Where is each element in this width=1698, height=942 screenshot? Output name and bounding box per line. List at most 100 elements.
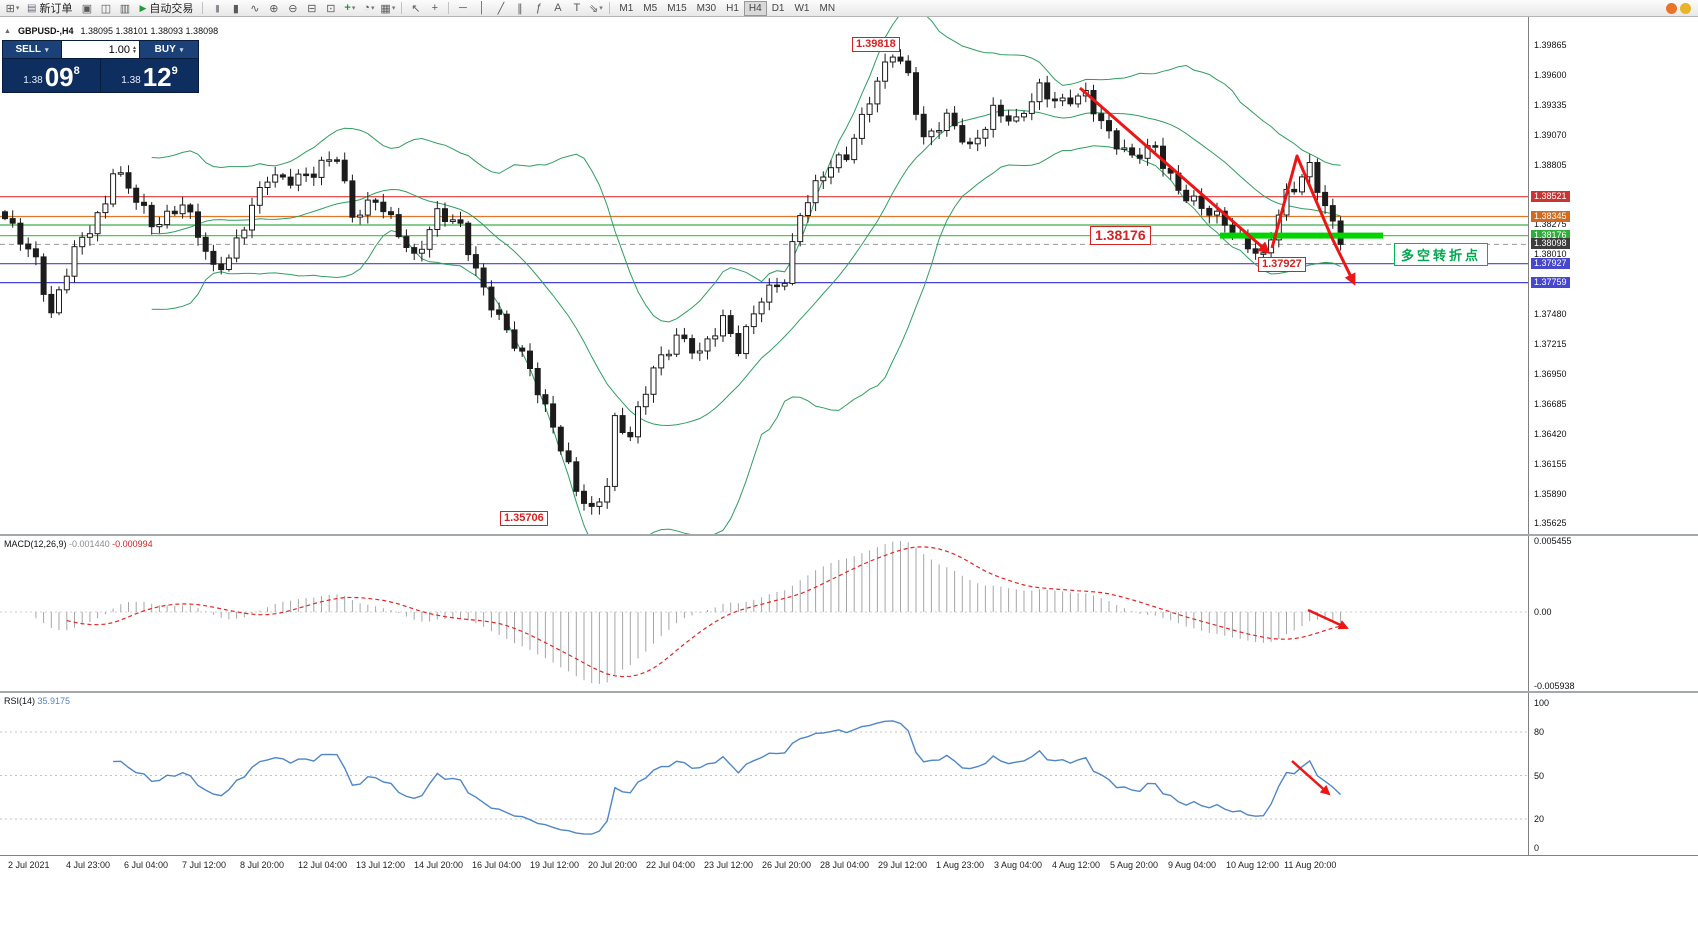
auto-trading-button[interactable]: ▶ 自动交易: [134, 1, 198, 16]
arrows-tool-icon[interactable]: ⇘ ▾: [589, 2, 603, 15]
new-order-button[interactable]: ▤ 新订单: [22, 1, 77, 16]
buy-price-prefix: 1.38: [121, 75, 141, 86]
buy-price-big: 12: [142, 62, 172, 92]
cascade-windows-icon[interactable]: ⊡: [326, 2, 336, 15]
macd-plot[interactable]: [0, 536, 1528, 691]
channel-icon[interactable]: ∥: [517, 2, 523, 15]
annotation-bottom-price: 1.35706: [500, 511, 548, 526]
templates-icon[interactable]: ▦ ▾: [380, 2, 396, 15]
buy-button[interactable]: BUY ▾: [140, 41, 198, 58]
time-label: 22 Jul 04:00: [646, 860, 696, 870]
sell-label: SELL: [15, 44, 42, 55]
timeframe-button-m30[interactable]: M30: [696, 2, 717, 14]
spinner-up-icon[interactable]: ▲: [132, 44, 137, 51]
time-label: 11 Aug 20:00: [1284, 860, 1337, 870]
text-icon[interactable]: A: [554, 2, 562, 14]
data-window-icon[interactable]: ▥: [119, 2, 131, 15]
sell-price[interactable]: 1.38 09 8: [3, 59, 100, 92]
time-label: 10 Aug 12:00: [1226, 860, 1280, 870]
line-chart-icon[interactable]: ∿: [250, 2, 260, 15]
panel-splitter-2[interactable]: [0, 691, 1698, 693]
rsi-axis-label: 20: [1534, 814, 1545, 824]
price-tick: 1.35890: [1534, 488, 1567, 499]
time-label: 3 Aug 04:00: [994, 860, 1043, 870]
rsi-label: RSI(14) 35.9175: [4, 696, 70, 706]
time-label: 6 Jul 04:00: [124, 860, 169, 870]
timeframe-button-w1[interactable]: W1: [794, 2, 810, 14]
bar-chart-icon[interactable]: |||: [215, 3, 219, 13]
price-tick: 1.36685: [1534, 398, 1567, 409]
crosshair-icon[interactable]: +: [431, 2, 439, 14]
new-chart-icon[interactable]: ⊞ ▾: [5, 2, 20, 15]
tile-windows-icon[interactable]: ⊟: [307, 2, 317, 15]
price-chart-plot[interactable]: [0, 6, 1528, 564]
macd-axis-label: 0.00: [1534, 607, 1552, 617]
rsi-axis: 100 80 50 20 0: [1528, 693, 1698, 855]
timeframe-button-d1[interactable]: D1: [771, 2, 785, 14]
time-label: 4 Aug 12:00: [1052, 860, 1101, 870]
annotation-low-price: 1.37927: [1258, 257, 1306, 272]
market-watch-icon[interactable]: ◫: [100, 2, 112, 15]
time-label: 2 Jul 2021: [8, 860, 50, 870]
timeframe-button-h4[interactable]: H4: [743, 0, 767, 16]
timeframe-button-h1[interactable]: H1: [726, 2, 739, 14]
spinner-down-icon[interactable]: ▼: [132, 48, 137, 55]
indicators-icon[interactable]: + ▾: [344, 2, 356, 14]
trendline-icon[interactable]: ╱: [497, 2, 505, 15]
price-label-1.38098: 1.38098: [1531, 238, 1570, 250]
macd-title: MACD(12,26,9): [4, 539, 67, 549]
rsi-plot[interactable]: [0, 693, 1528, 855]
timeframe-button-mn[interactable]: MN: [819, 2, 836, 14]
price-label-1.38176: 1.38176: [1531, 229, 1570, 241]
vertical-line-icon[interactable]: │: [478, 2, 486, 14]
volume-field: ▲▼: [61, 41, 140, 58]
zoom-in-icon[interactable]: ⊕: [269, 2, 279, 15]
toolbar-right-icons: [1666, 2, 1691, 14]
community-icon[interactable]: [1666, 2, 1677, 14]
symbol-name: GBPUSD-,H4: [17, 26, 74, 36]
fibonacci-icon[interactable]: ƒ: [535, 2, 542, 14]
price-tick: 1.38010: [1534, 249, 1567, 260]
horizontal-line-icon[interactable]: ─: [458, 2, 467, 14]
rsi-axis-label: 0: [1534, 843, 1540, 853]
price-tick: 1.37215: [1534, 339, 1567, 350]
new-order-label: 新订单: [39, 3, 73, 15]
price-tick: 1.37480: [1534, 309, 1567, 320]
one-click-collapse-icon[interactable]: ▲: [4, 27, 11, 35]
order-icon: ▤: [27, 2, 37, 14]
chevron-down-icon: ▾: [351, 5, 356, 12]
zoom-out-icon[interactable]: ⊖: [288, 2, 298, 15]
timeframe-button-m15[interactable]: M15: [667, 2, 687, 14]
timeframe-button-m1[interactable]: M1: [619, 2, 634, 14]
price-label-1.37927: 1.37927: [1531, 257, 1570, 269]
periods-icon[interactable]: ◔ ▾: [363, 2, 375, 14]
profiles-icon[interactable]: ▣: [81, 2, 93, 15]
alerts-icon[interactable]: [1680, 2, 1691, 14]
one-click-trading-panel: SELL▾ ▲▼ BUY▾ 1.38 09 8 1.38 12 9: [2, 40, 199, 93]
timeframe-button-m5[interactable]: M5: [643, 2, 658, 14]
time-label: 9 Aug 04:00: [1168, 860, 1217, 870]
price-axis[interactable]: 1.39865 1.39600 1.39335 1.39070 1.38805 1.382…: [1528, 17, 1698, 534]
candlestick-chart-icon[interactable]: ▮: [232, 2, 239, 15]
chevron-down-icon: ▾: [370, 5, 375, 12]
time-label: 1 Aug 23:00: [936, 860, 985, 870]
time-label: 26 Jul 20:00: [762, 860, 812, 870]
rsi-title: RSI(14): [4, 696, 36, 706]
price-tick: 1.36950: [1534, 368, 1567, 379]
volume-input[interactable]: [78, 43, 131, 56]
time-axis[interactable]: 2 Jul 2021 4 Jul 23:00 6 Jul 04:00 7 Jul 12…: [0, 855, 1698, 873]
cursor-icon[interactable]: ↖: [411, 2, 421, 15]
time-label: 19 Jul 12:00: [530, 860, 580, 870]
chevron-down-icon: ▾: [15, 5, 20, 12]
time-label: 16 Jul 04:00: [472, 860, 522, 870]
label-icon[interactable]: T: [573, 2, 581, 14]
macd-signal-value: -0.000994: [112, 539, 153, 549]
price-tick: 1.35625: [1534, 518, 1567, 529]
buy-label: BUY: [154, 44, 176, 55]
volume-spinner[interactable]: ▲ ▼: [132, 44, 137, 55]
buy-price[interactable]: 1.38 12 9: [100, 59, 198, 92]
macd-axis: 0.005455 0.00 -0.005938: [1528, 536, 1698, 691]
panel-splitter-1[interactable]: [0, 534, 1698, 536]
sell-button[interactable]: SELL ▾: [3, 41, 61, 58]
